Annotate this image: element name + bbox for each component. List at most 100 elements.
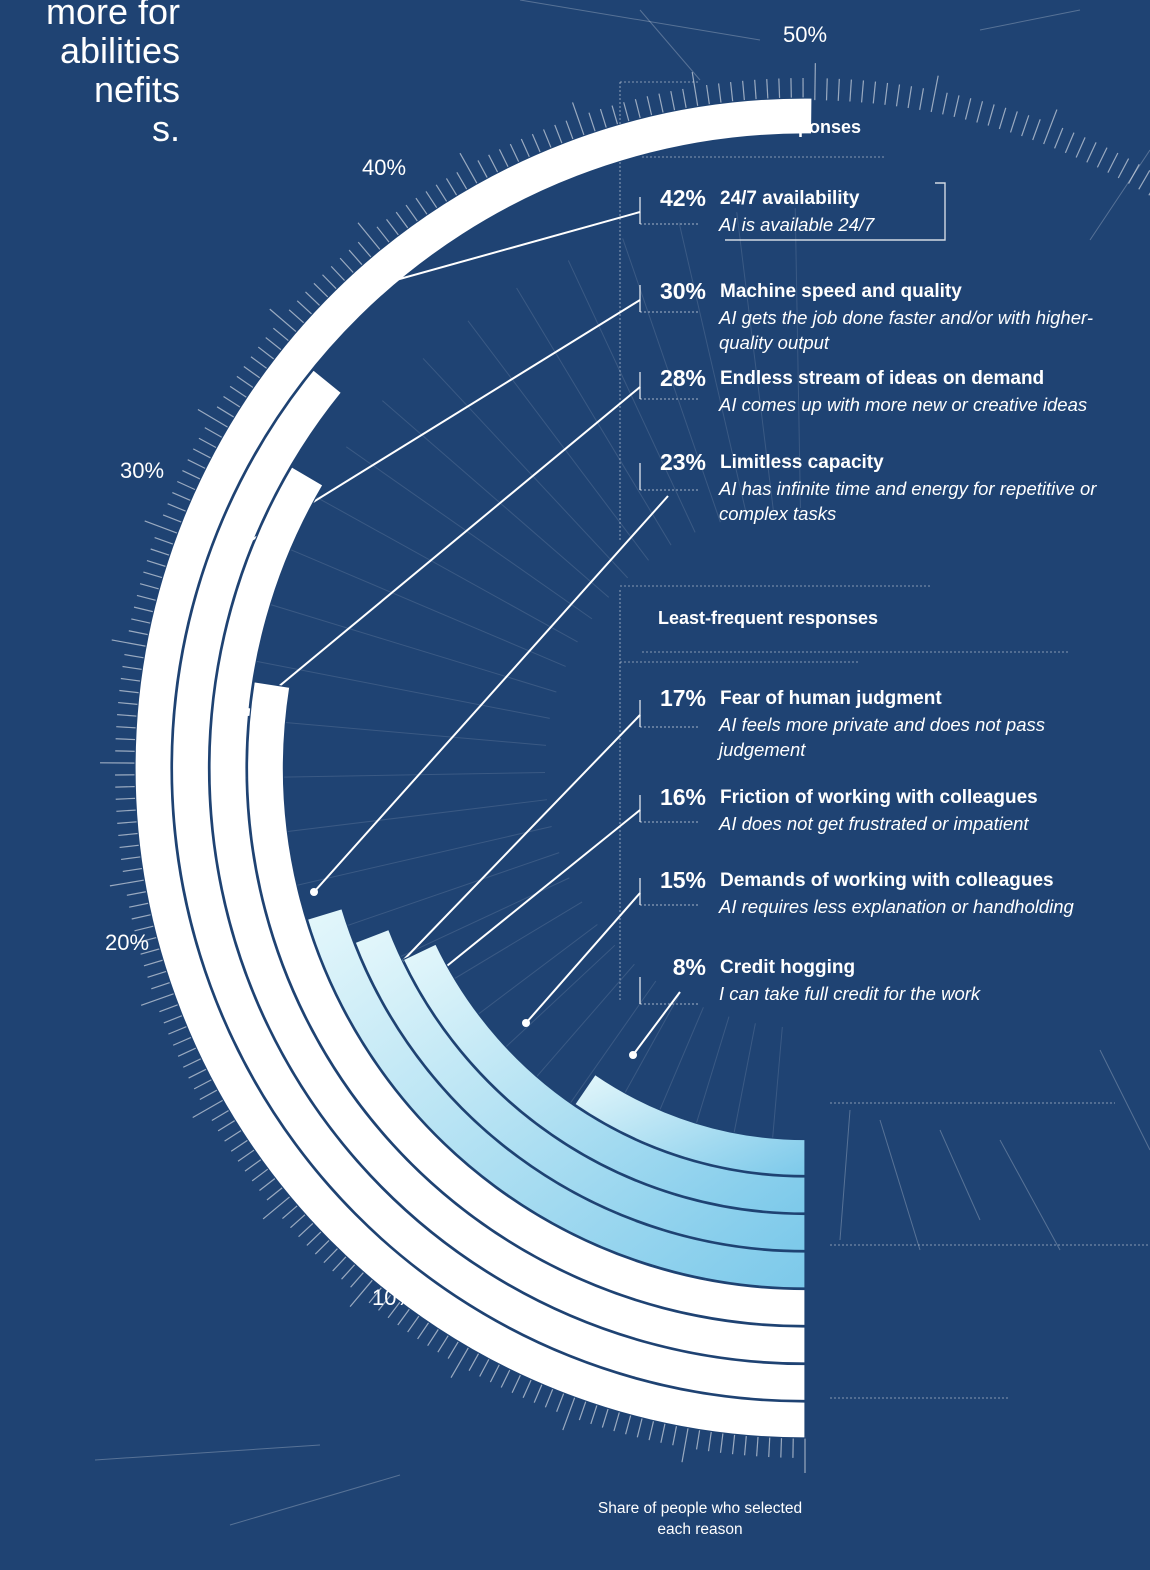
axis-tick-mark [147,970,169,978]
axis-tick-mark [520,138,531,160]
axis-tick-mark [1043,109,1058,145]
axis-tick-mark [350,1270,366,1288]
axis-tick-mark [182,469,203,481]
decorative-line [1089,149,1150,241]
axis-tick-mark [754,79,757,102]
axis-tick-mark [120,677,143,682]
axis-tick-mark [265,337,284,352]
guide-line [467,320,649,561]
axis-tick-mark [895,84,901,107]
axis-tick-mark [729,81,734,104]
item-description: AI comes up with more new or creative id… [719,394,1088,415]
axis-tick-mark [262,1194,292,1220]
axis-tick-mark [288,309,306,325]
guide-line [794,208,801,509]
axis-tick-mark [204,427,225,440]
axis-tick-mark [556,1391,566,1412]
axis-tick-mark [129,902,151,908]
axis-tick-mark [162,514,184,524]
axis-tick-mark [500,1367,512,1388]
axis-tick-mark [172,1035,194,1046]
leader-line [632,991,681,1056]
radial-bar [573,1073,806,1177]
axis-tick-mark [192,1098,226,1119]
leader-line [391,714,641,973]
axis-tick-mark [216,406,237,419]
axis-tick-mark [140,947,162,955]
axis-tick-mark [150,548,172,557]
axis-tick-mark [670,91,676,113]
axis-tick-mark [435,184,449,204]
guide-line [269,603,557,693]
axis-tick-mark [121,855,143,861]
item-description: AI gets the job done faster and/or with … [719,307,1094,353]
axis-tick-mark [717,83,722,106]
axis-tick-30: 30% [120,458,165,483]
axis-tick-mark [766,79,769,102]
axis-tick-mark [395,211,410,231]
axis-tick-mark [124,653,147,659]
axis-tick-mark [531,133,542,155]
axis-tick-mark [930,75,939,113]
axis-tick-mark [250,356,269,371]
decorative-line [839,1109,851,1241]
decorative-line [639,9,701,81]
axis-tick-mark [167,503,189,513]
decorative-line [519,0,761,41]
axis-tick-mark [126,890,149,896]
axis-tick-mark [193,1078,214,1090]
axis-tick-mark [447,1339,461,1359]
axis-tick-mark [450,1345,471,1378]
axis-tick-mark [119,689,142,694]
axis-tick-mark [681,1425,690,1463]
axis-tick-mark [168,1025,189,1035]
leader-line [247,386,641,713]
axis-tick-mark [137,936,159,944]
axis-tick-mark [634,99,642,121]
axis-tick-mark [719,1430,724,1453]
item-label: Machine speed and quality [720,281,962,302]
axis-tick-mark [224,1128,244,1142]
axis-tick-mark [588,112,597,134]
axis-tick-mark [682,88,688,111]
item-description: AI requires less explanation or handhold… [719,896,1074,917]
axis-tick-mark [489,1362,501,1383]
axis-tick-mark [154,537,176,546]
axis-tick-mark [116,809,139,812]
axis-tick-mark [1009,111,1018,133]
axis-tick-mark [780,1435,783,1458]
item-description: AI has infinite time and energy for repe… [719,478,1097,524]
axis-tick-mark [131,913,154,920]
intro-text: more for abilities nefits s. [0,0,180,148]
axis-tick-mark [122,867,145,873]
axis-tick-mark [330,265,347,283]
guide-line [245,772,546,779]
axis-tick-mark [407,1313,421,1333]
axis-tick-mark [459,152,479,186]
axis-tick-mark [259,1176,278,1191]
axis-tick-mark [119,844,142,849]
item-description: AI does not get frustrated or impatient [719,813,1029,834]
axis-tick-mark [511,1372,523,1394]
axis-tick-mark [133,606,156,613]
decorative-line [999,1139,1061,1251]
axis-tick-mark [151,981,173,990]
axis-tick-mark [298,1221,316,1238]
axis-tick-mark [705,84,711,107]
leader-dot [238,542,246,550]
axis-tick-mark [613,1409,621,1432]
axis-tick-50: 50% [783,22,828,47]
axis-tick-mark [695,1427,701,1450]
guide-line [622,238,721,523]
intro-line: s. [151,108,180,149]
leader-line [431,809,641,979]
axis-tick-40: 40% [362,155,407,180]
axis-tick-mark [290,1212,308,1229]
axis-tick-mark [159,1003,181,1013]
radial-bar [209,466,806,1364]
axis-tick-mark [1096,147,1108,168]
axis-tick-mark [542,129,553,151]
guide-line [259,826,552,895]
guide-line [314,496,578,643]
axis-tick-mark [118,701,141,706]
